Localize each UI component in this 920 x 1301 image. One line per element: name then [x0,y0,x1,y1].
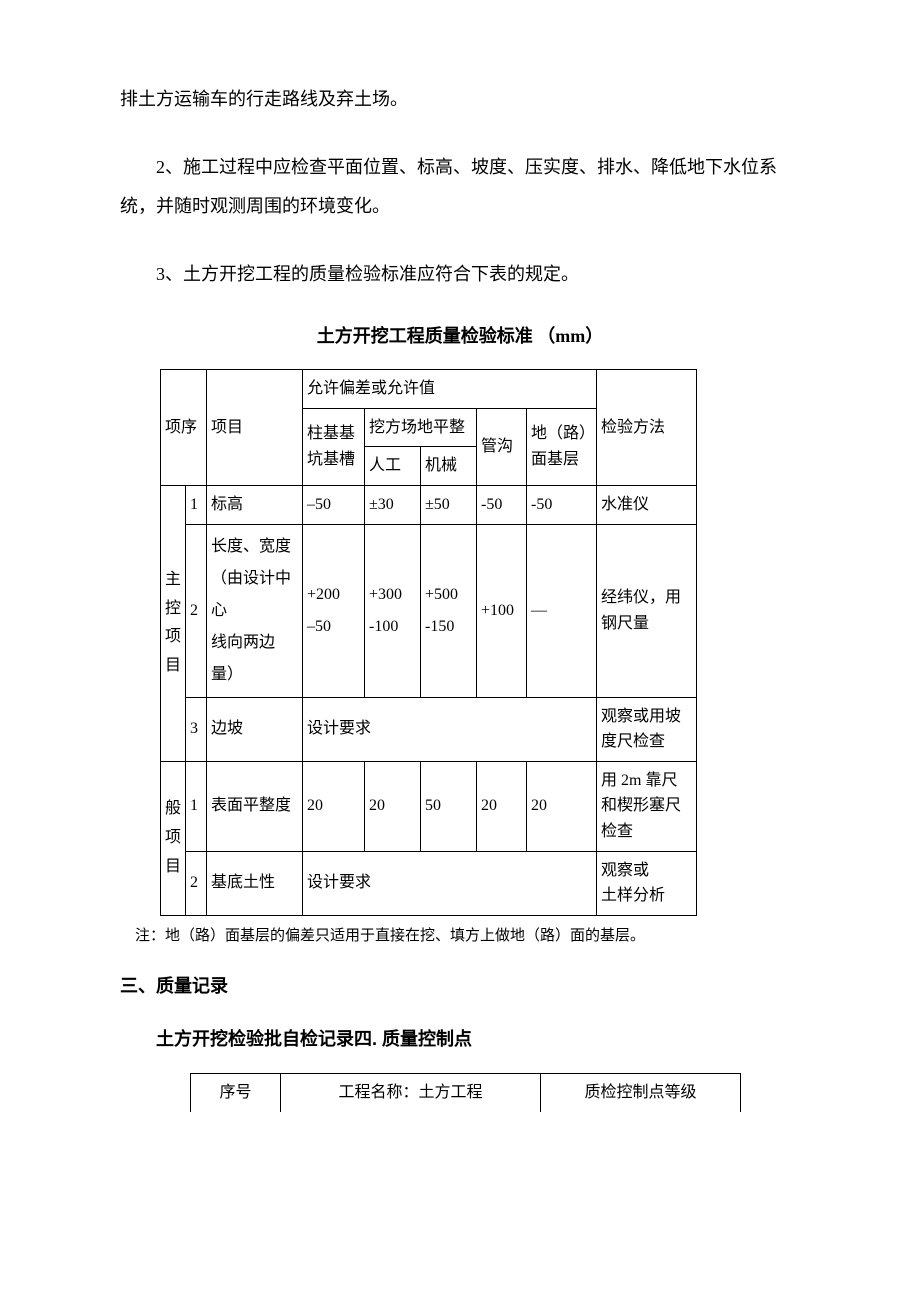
cell-num: 2 [186,524,207,697]
cell-val: 20 [303,761,365,851]
group-yiban: 般项目 [161,761,186,915]
cell-val: +200 –50 [303,524,365,697]
cell-num: 1 [186,485,207,524]
sub-title-b: 四. 质量控制点 [354,1029,472,1049]
table-row: 2 长度、宽度（由设计中心 线向两边量） +200 –50 +300 -100 … [161,524,697,697]
cell-val: ±30 [365,485,421,524]
hdr-dilumian: 地（路）面基层 [527,408,597,485]
hdr-guangou: 管沟 [477,408,527,485]
cell-val: +100 [477,524,527,697]
table-row: 序号 工程名称：土方工程 质检控制点等级 [191,1074,741,1112]
cell-val: 20 [527,761,597,851]
standards-table: 项序 项目 允许偏差或允许值 检验方法 柱基基坑基槽 挖方场地平整 管沟 地（路… [160,369,697,916]
cell-val: –50 [303,485,365,524]
sub-title-line: 土方开挖检验批自检记录四. 质量控制点 [120,1025,800,1054]
cell-val: +300 -100 [365,524,421,697]
hdr-pianyi: 允许偏差或允许值 [303,370,597,409]
section-3-heading: 三、质量记录 [120,972,800,1001]
cell-val: 20 [477,761,527,851]
cell-merged: 设计要求 [303,697,597,761]
cell-item: 表面平整度 [207,761,303,851]
cell-merged: 设计要求 [303,851,597,915]
cell-item: 标高 [207,485,303,524]
small-h2: 工程名称：土方工程 [281,1074,541,1112]
cell-method: 观察或 土样分析 [597,851,697,915]
group-zhukong-label: 主控项目 [165,566,181,681]
hdr-xiangmu: 项目 [207,370,303,486]
table-title: 土方开挖工程质量检验标准 （mm） [120,322,800,351]
paragraph-3: 3、土方开挖工程的质量检验标准应符合下表的规定。 [120,255,800,295]
paragraph-1: 排土方运输车的行走路线及弃土场。 [120,80,800,120]
sub-title-a: 土方开挖检验批自检记录 [156,1029,354,1049]
hdr-xuhao: 项序 [161,370,207,486]
hdr-zhuji: 柱基基坑基槽 [303,408,365,485]
group-yiban-label: 般项目 [165,795,181,881]
small-h1: 序号 [191,1074,281,1112]
table-row: 主控项目 1 标高 –50 ±30 ±50 -50 -50 水准仪 [161,485,697,524]
cell-method: 用 2m 靠尺和楔形塞尺检查 [597,761,697,851]
table-header-row-1: 项序 项目 允许偏差或允许值 检验方法 [161,370,697,409]
hdr-jianyan: 检验方法 [597,370,697,486]
control-point-table: 序号 工程名称：土方工程 质检控制点等级 [190,1073,741,1112]
cell-num: 2 [186,851,207,915]
cell-num: 1 [186,761,207,851]
hdr-jixie: 机械 [421,447,477,486]
cell-method: 观察或用坡度尺检查 [597,697,697,761]
cell-val: ±50 [421,485,477,524]
cell-item: 长度、宽度（由设计中心 线向两边量） [207,524,303,697]
cell-val: -50 [477,485,527,524]
table-note: 注：地（路）面基层的偏差只适用于直接在挖、填方上做地（路）面的基层。 [120,924,800,948]
cell-val: -50 [527,485,597,524]
cell-method: 经纬仪，用钢尺量 [597,524,697,697]
cell-val: — [527,524,597,697]
cell-method: 水准仪 [597,485,697,524]
table-row: 3 边坡 设计要求 观察或用坡度尺检查 [161,697,697,761]
cell-val: 20 [365,761,421,851]
cell-val: 50 [421,761,477,851]
hdr-rengong: 人工 [365,447,421,486]
hdr-wafang: 挖方场地平整 [365,408,477,447]
cell-item: 基底土性 [207,851,303,915]
table-row: 2 基底土性 设计要求 观察或 土样分析 [161,851,697,915]
small-h3: 质检控制点等级 [541,1074,741,1112]
cell-num: 3 [186,697,207,761]
table-row: 般项目 1 表面平整度 20 20 50 20 20 用 2m 靠尺和楔形塞尺检… [161,761,697,851]
paragraph-2: 2、施工过程中应检查平面位置、标高、坡度、压实度、排水、降低地下水位系统，并随时… [120,148,800,227]
cell-item: 边坡 [207,697,303,761]
group-zhukong: 主控项目 [161,485,186,761]
cell-val: +500 -150 [421,524,477,697]
